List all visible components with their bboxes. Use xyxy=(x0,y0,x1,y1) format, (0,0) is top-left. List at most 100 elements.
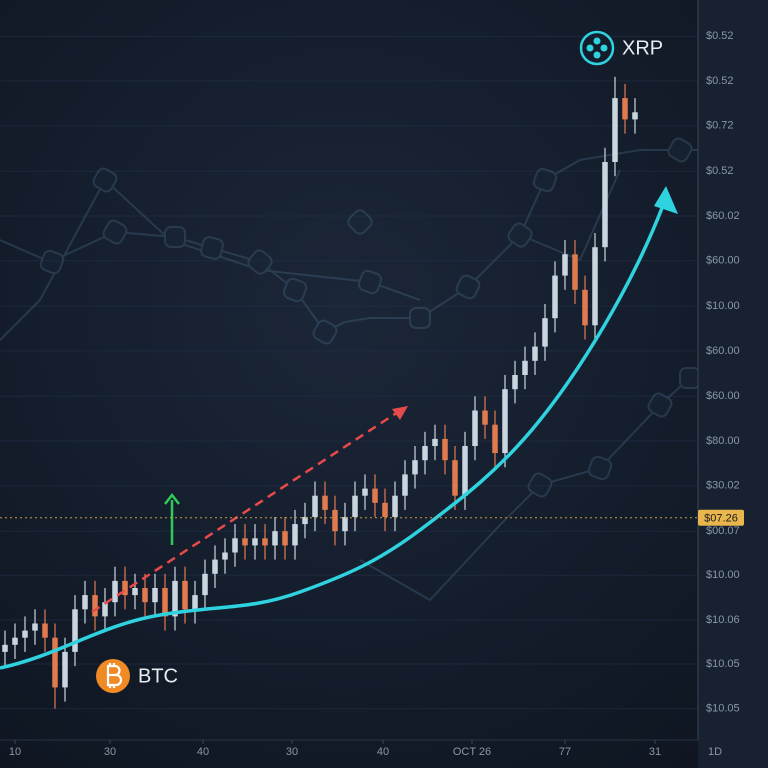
y-tick-label: $10.06 xyxy=(706,614,740,626)
x-tick-label: 40 xyxy=(197,746,209,758)
x-tick-label: 10 xyxy=(9,746,21,758)
candle-body xyxy=(92,595,98,617)
btc-label: BTC xyxy=(138,665,178,687)
candle-body xyxy=(622,98,628,120)
candle-body xyxy=(372,488,378,503)
candle-body xyxy=(562,254,568,276)
x-tick-label: 40 xyxy=(377,746,389,758)
candle-body xyxy=(332,509,338,532)
candle-body xyxy=(542,318,548,347)
candle-body xyxy=(492,424,498,454)
candle-body xyxy=(522,360,528,375)
candle-body xyxy=(422,446,428,461)
candle-body xyxy=(342,517,348,532)
candle-body xyxy=(612,98,618,162)
candle-body xyxy=(172,580,178,617)
candle-body xyxy=(572,254,578,290)
candle-body xyxy=(132,588,138,596)
candle-body xyxy=(272,531,278,546)
y-axis-panel xyxy=(698,0,768,768)
y-tick-label: $80.00 xyxy=(706,435,740,447)
candle-body xyxy=(212,559,218,574)
xrp-icon xyxy=(579,30,615,66)
candle-body xyxy=(102,602,108,617)
candle-body xyxy=(202,573,208,596)
candle-body xyxy=(362,488,368,496)
candle-body xyxy=(482,410,488,425)
y-tick-label: $10.05 xyxy=(706,658,740,670)
y-tick-label: $0.52 xyxy=(706,165,734,177)
candle-body xyxy=(282,531,288,546)
green-arrowhead xyxy=(164,492,180,505)
candle-body xyxy=(192,595,198,610)
grid xyxy=(0,35,698,710)
y-tick-label: $30.02 xyxy=(706,480,740,492)
candle-body xyxy=(602,162,608,248)
candle-body xyxy=(352,495,358,517)
candle-body xyxy=(82,595,88,610)
candle-body xyxy=(532,346,538,361)
candle-body xyxy=(592,247,598,326)
candle-body xyxy=(582,289,588,326)
x-tick-label: 30 xyxy=(286,746,298,758)
candle-body xyxy=(452,460,458,496)
candle-body xyxy=(472,410,478,446)
y-tick-label: $60.00 xyxy=(706,345,740,357)
candle-body xyxy=(252,538,258,546)
candle-body xyxy=(242,538,248,546)
candle-body xyxy=(262,538,268,546)
candle-body xyxy=(42,623,48,638)
dashed-arrowhead xyxy=(392,406,408,420)
xrp-label: XRP xyxy=(622,37,663,59)
candle-body xyxy=(152,588,158,603)
candle-body xyxy=(232,538,238,553)
y-tick-label: $10.00 xyxy=(706,569,740,581)
candle-body xyxy=(552,275,558,319)
candles xyxy=(2,76,638,709)
candle-body xyxy=(322,495,328,510)
candle-body xyxy=(502,389,508,454)
candle-body xyxy=(382,502,388,517)
x-tick-label: 77 xyxy=(559,746,571,758)
candle-body xyxy=(142,588,148,603)
btc-icon-glyph xyxy=(106,663,123,688)
y-tick-label: $0.52 xyxy=(706,75,734,87)
candle-body xyxy=(432,438,438,446)
candle-body xyxy=(292,524,298,546)
candle-body xyxy=(302,517,308,525)
x-tick-label: 30 xyxy=(104,746,116,758)
candle-body xyxy=(12,637,18,645)
x-tick-label: OCT 26 xyxy=(453,746,491,758)
candle-body xyxy=(512,375,518,390)
candle-body xyxy=(32,623,38,631)
y-tick-label: $60.00 xyxy=(706,255,740,267)
price-tag-bg xyxy=(698,509,744,526)
dashed-arrow xyxy=(91,410,399,614)
timeframe: 1D xyxy=(708,746,722,758)
candle-body xyxy=(632,112,638,120)
candle-body xyxy=(162,588,168,617)
candle-body xyxy=(412,460,418,475)
y-tick-label: $60.02 xyxy=(706,210,740,222)
trend-arrowhead xyxy=(654,186,678,214)
y-tick-label: $10.05 xyxy=(706,703,740,715)
y-tick-label: $0.52 xyxy=(706,30,734,42)
y-tick-label: $0.72 xyxy=(706,120,734,132)
y-tick-label: $10.00 xyxy=(706,300,740,312)
y-tick-label: $60.00 xyxy=(706,390,740,402)
candle-body xyxy=(182,580,188,610)
trend-curve xyxy=(0,207,664,670)
candle-body xyxy=(312,495,318,517)
candle-body xyxy=(392,495,398,517)
price-tag: $07.26 xyxy=(704,513,738,525)
y-tick-label: $00.07 xyxy=(706,525,740,537)
xrp-icon-dots xyxy=(586,37,608,59)
candle-body xyxy=(122,580,128,596)
candle-body xyxy=(442,438,448,461)
candle-body xyxy=(52,637,58,688)
candle-body xyxy=(2,644,8,652)
candle-body xyxy=(62,651,68,688)
candle-body xyxy=(402,474,408,496)
